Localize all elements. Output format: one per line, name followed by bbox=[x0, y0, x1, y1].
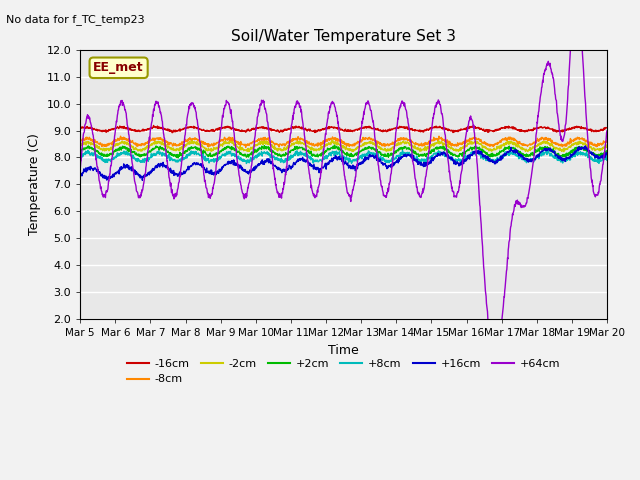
+16cm bbox=[603, 150, 611, 156]
Text: No data for f_TC_temp23: No data for f_TC_temp23 bbox=[6, 14, 145, 25]
+8cm bbox=[376, 155, 384, 161]
Line: +2cm: +2cm bbox=[80, 145, 607, 158]
Line: -8cm: -8cm bbox=[80, 136, 607, 147]
+16cm bbox=[138, 178, 146, 183]
-16cm bbox=[150, 122, 157, 128]
+16cm bbox=[321, 163, 328, 168]
-2cm bbox=[376, 145, 384, 151]
+8cm bbox=[311, 157, 319, 163]
+8cm bbox=[506, 147, 514, 153]
Legend: -16cm, -8cm, -2cm, +2cm, +8cm, +16cm, +64cm: -16cm, -8cm, -2cm, +2cm, +8cm, +16cm, +6… bbox=[122, 355, 564, 389]
Line: +64cm: +64cm bbox=[80, 0, 607, 353]
+2cm bbox=[331, 142, 339, 148]
+8cm bbox=[138, 159, 146, 165]
+2cm bbox=[321, 150, 328, 156]
+64cm bbox=[117, 98, 125, 104]
-2cm bbox=[138, 147, 146, 153]
+8cm bbox=[243, 161, 250, 167]
+64cm bbox=[376, 175, 384, 180]
+64cm bbox=[300, 126, 307, 132]
-2cm bbox=[560, 149, 568, 155]
-16cm bbox=[168, 130, 176, 136]
+2cm bbox=[174, 155, 182, 161]
+8cm bbox=[117, 150, 125, 156]
+2cm bbox=[603, 149, 611, 155]
+8cm bbox=[603, 154, 611, 160]
+64cm bbox=[138, 188, 146, 193]
+8cm bbox=[76, 155, 84, 161]
X-axis label: Time: Time bbox=[328, 344, 359, 357]
+2cm bbox=[300, 145, 308, 151]
-8cm bbox=[321, 138, 328, 144]
-8cm bbox=[117, 136, 125, 142]
Line: -2cm: -2cm bbox=[80, 140, 607, 152]
-16cm bbox=[76, 125, 84, 131]
-16cm bbox=[117, 124, 125, 130]
+2cm bbox=[138, 152, 146, 157]
Title: Soil/Water Temperature Set 3: Soil/Water Temperature Set 3 bbox=[231, 29, 456, 44]
-16cm bbox=[312, 128, 319, 133]
+64cm bbox=[311, 194, 319, 200]
-16cm bbox=[377, 128, 385, 134]
Line: +16cm: +16cm bbox=[80, 146, 607, 180]
-2cm bbox=[300, 141, 307, 147]
+16cm bbox=[76, 170, 84, 176]
+16cm bbox=[581, 143, 589, 149]
+16cm bbox=[300, 156, 308, 162]
+2cm bbox=[377, 150, 385, 156]
+8cm bbox=[321, 156, 328, 162]
+8cm bbox=[300, 153, 308, 158]
-8cm bbox=[139, 141, 147, 147]
+64cm bbox=[320, 144, 328, 150]
+16cm bbox=[376, 156, 384, 162]
-8cm bbox=[377, 141, 385, 146]
-2cm bbox=[117, 140, 125, 145]
-2cm bbox=[320, 143, 328, 149]
+16cm bbox=[117, 166, 125, 171]
-2cm bbox=[311, 146, 319, 152]
+64cm bbox=[491, 350, 499, 356]
-8cm bbox=[242, 144, 250, 150]
Line: +8cm: +8cm bbox=[80, 150, 607, 164]
-8cm bbox=[116, 133, 124, 139]
-8cm bbox=[603, 138, 611, 144]
-2cm bbox=[328, 137, 335, 143]
+2cm bbox=[117, 144, 125, 150]
-8cm bbox=[312, 142, 319, 147]
Y-axis label: Temperature (C): Temperature (C) bbox=[28, 133, 41, 235]
+2cm bbox=[76, 149, 84, 155]
-16cm bbox=[138, 127, 146, 133]
Text: EE_met: EE_met bbox=[93, 61, 144, 74]
+64cm bbox=[76, 168, 84, 173]
-2cm bbox=[603, 144, 611, 149]
+16cm bbox=[139, 174, 147, 180]
-16cm bbox=[321, 126, 328, 132]
Line: -16cm: -16cm bbox=[80, 125, 607, 133]
+64cm bbox=[603, 128, 611, 134]
-16cm bbox=[603, 125, 611, 131]
+2cm bbox=[311, 153, 319, 159]
-2cm bbox=[76, 144, 84, 150]
+16cm bbox=[311, 166, 319, 172]
-8cm bbox=[301, 139, 308, 144]
-8cm bbox=[76, 137, 84, 143]
-16cm bbox=[301, 127, 308, 132]
